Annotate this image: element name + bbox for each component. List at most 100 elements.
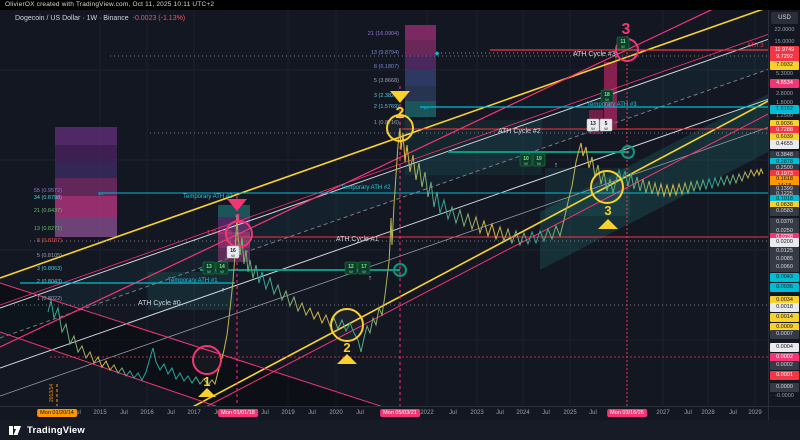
fib-retracement-band[interactable] [55,127,117,145]
channel-zone[interactable] [405,120,542,175]
cycle-circle[interactable] [192,345,222,375]
ath-cycle-label[interactable]: ATH Cycle #2 [498,128,541,135]
svg-text:W: W [349,269,353,274]
temporary-ath-label[interactable]: Temporary ATH #2 [183,194,233,200]
price-axis-label: 0.0009 [770,322,799,332]
price-axis-label: 0.0085 [770,254,799,264]
fib-retracement-band[interactable] [218,205,250,217]
ath-cycle-label[interactable]: ATH Cycle #0 [138,300,181,307]
trendline[interactable] [0,6,772,279]
svg-text:12: 12 [348,264,354,270]
marker-triangle[interactable] [227,199,247,211]
channel-zone[interactable] [148,272,234,310]
ath-cycle-label[interactable]: ATH Cycle #1 [336,236,379,243]
time-axis-label: 2027 [656,410,670,416]
week-count-badge[interactable]: 19W [532,153,546,167]
trendline[interactable] [0,0,732,348]
time-axis-label: 2019 [281,410,295,416]
price-axis-label: 0.0838 [770,200,799,210]
cycle-circle[interactable] [393,263,407,277]
price-axis-label: 0.0000 [770,382,799,392]
time-axis-label: Jul [729,410,737,416]
brand-name[interactable]: TradingView [27,424,85,436]
week-count-badge[interactable]: 12W [344,261,358,275]
symbol-title[interactable]: Dogecoin / US Dollar · 1W · Binance [15,15,129,22]
cycle-circle[interactable] [590,170,624,204]
week-count-badge[interactable]: 13W [202,261,216,275]
fib-retracement-band[interactable] [55,218,117,237]
fib-retracement-band[interactable] [55,178,117,196]
marker-triangle[interactable] [598,219,618,229]
time-axis-label: 2015 [93,410,107,416]
week-count-badge[interactable]: 17W [357,261,371,275]
fib-label-mid: 2 (1.5769) [374,104,399,110]
price-axis-label: 0.0002 [770,360,799,370]
trendline[interactable] [0,98,772,369]
footer-bar: TradingView [0,420,800,440]
cycle-circle[interactable] [386,114,414,142]
channel-zone[interactable] [545,168,630,216]
temporary-ath-label[interactable]: Temporary ATH #2 [341,185,391,191]
trendline[interactable] [138,99,772,436]
time-axis-label: Jul [308,410,316,416]
week-count-badge[interactable]: 18W [600,89,614,103]
week-count-badge[interactable]: 13W [586,118,600,132]
ath3-tag[interactable]: ATH 3 [747,43,764,49]
cycle-circle[interactable] [330,308,364,342]
ath-cycle-label[interactable]: ATH Cycle #3 [573,51,616,58]
price-axis-label: 1.6162 [770,104,799,114]
cycle-circle[interactable] [621,145,635,159]
price-axis-label: 0.0002 [770,352,799,362]
channel-zone[interactable] [540,92,772,270]
symbol-legend[interactable]: Dogecoin / US Dollar · 1W · Binance -0.00… [10,13,191,24]
date-badge[interactable]: Mon 01/01/18 [218,408,258,417]
trendline[interactable] [0,282,430,422]
fib-retracement-band[interactable] [405,40,436,55]
fib-label-mid: 21 (16.0904) [368,31,399,37]
price-axis[interactable]: USD 22.0000 15.0000 11.9749 9.7292 7.0932 5.3… [768,10,800,406]
fib-retracement-band[interactable] [405,55,436,70]
time-axis-label: 2024 [516,410,530,416]
fib-retracement-band[interactable] [405,86,436,101]
trendline[interactable] [0,38,772,309]
price-axis-label: 0.1399 [770,184,799,194]
fib-retracement-band[interactable] [55,196,117,218]
fib-label-mid: 13 (9.8794) [371,50,399,56]
time-axis[interactable]: Jul 2015 Jul 2016 Jul 2017 Jul Jul 2019 Jul 2020 Ju… [0,406,768,421]
fib-retracement-band[interactable] [55,145,117,162]
date-badge[interactable]: Mon 05/03/21 [380,408,420,417]
week-count-badge[interactable]: 11W [616,36,630,50]
price-axis-label: 0.0125 [770,246,799,256]
trendline[interactable] [0,126,772,397]
fib-retracement-band[interactable] [405,101,436,117]
date-badge[interactable]: Mon 01/20/14 [37,408,77,417]
fib-retracement-band[interactable] [405,25,436,40]
svg-text:W: W [207,269,211,274]
diamond-anchor-icon: ◆ [435,51,440,57]
time-axis-label: Jul [261,410,269,416]
week-count-badge[interactable]: 16W [226,245,240,259]
marker-triangle[interactable] [390,91,410,103]
fib-retracement-band[interactable] [405,70,436,86]
channel-zone[interactable] [0,38,772,338]
tradingview-logo-icon[interactable] [8,423,22,437]
price-axis-label: 0.1973 [770,169,799,179]
fib-retracement-band[interactable] [55,162,117,178]
temporary-ath-label[interactable]: Temporary ATH #1 [168,278,218,284]
marker-number: 1 [234,211,241,226]
week-count-badge[interactable]: 5W [599,118,613,132]
trendline[interactable] [150,112,772,436]
trendline[interactable] [0,68,772,339]
price-axis-label: 0.0018 [770,302,799,312]
week-count-badge[interactable]: 14W [215,261,229,275]
price-axis-label: 4.8534 [770,78,799,88]
marker-triangle[interactable] [337,354,357,364]
currency-button[interactable]: USD [771,12,798,24]
trendline[interactable] [0,331,262,422]
temporary-ath-label[interactable]: Temporary ATH #3 [587,102,637,108]
trendline[interactable] [0,33,772,306]
date-badge[interactable]: Mon 03/16/26 [607,408,647,417]
week-count-badge[interactable]: 10W [519,153,533,167]
marker-triangle[interactable] [198,388,216,397]
time-axis-label: Jul [542,410,550,416]
